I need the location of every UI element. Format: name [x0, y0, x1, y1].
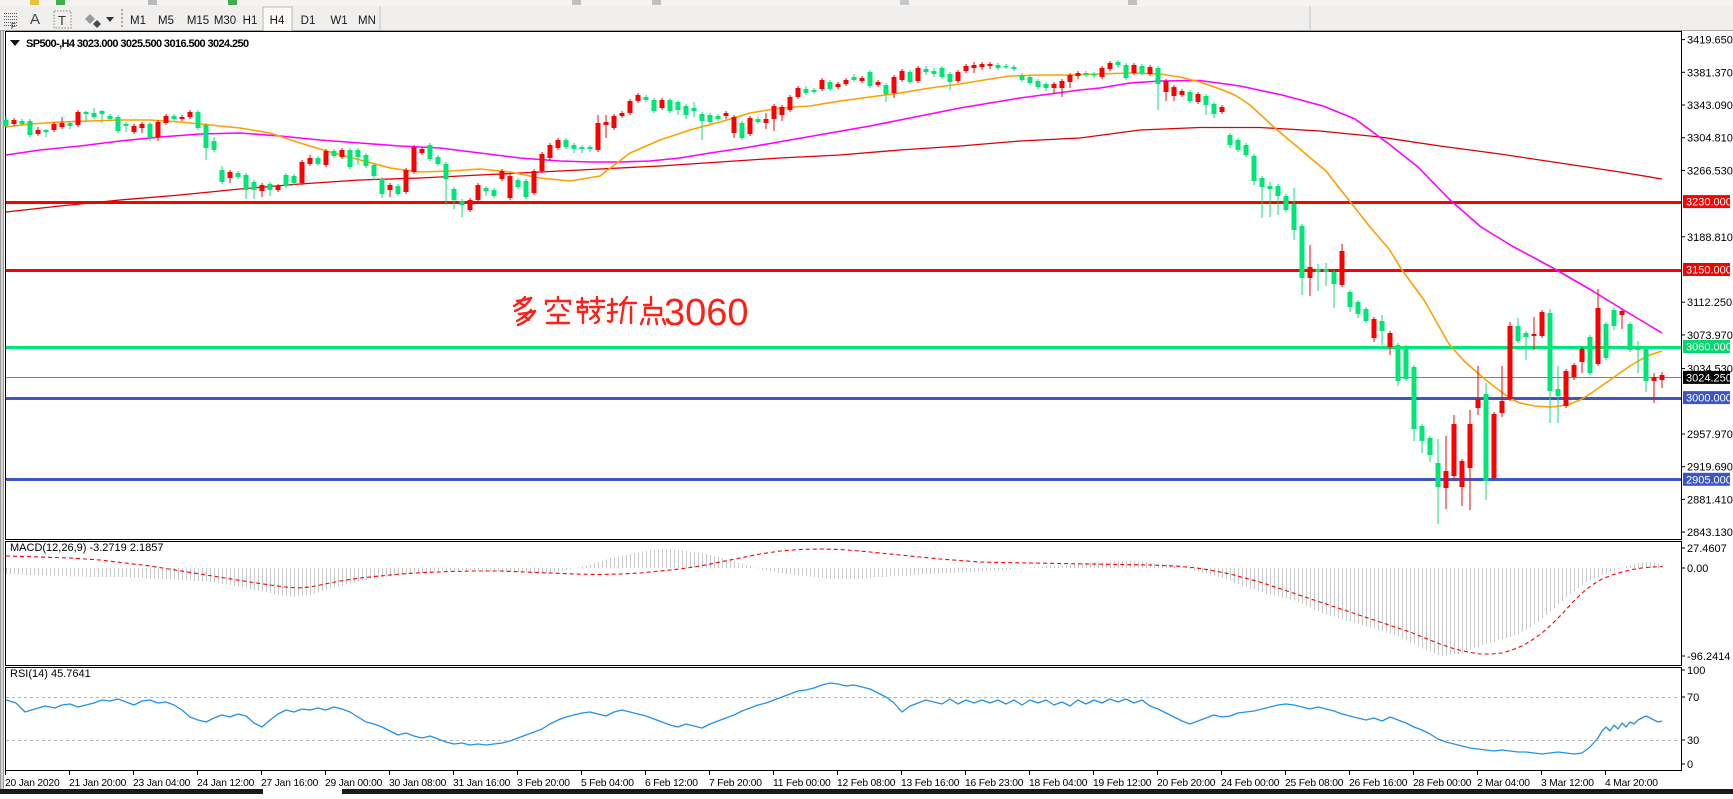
svg-text:M30: M30 — [214, 15, 236, 27]
svg-text:3024.250: 3024.250 — [1686, 372, 1732, 384]
svg-text:4 Mar 20:00: 4 Mar 20:00 — [1605, 778, 1658, 789]
svg-text:26 Feb 16:00: 26 Feb 16:00 — [1349, 778, 1408, 789]
svg-text:SP500-,H4 3023.000 3025.500 3: SP500-,H4 3023.000 3025.500 3016.500 302… — [26, 38, 249, 50]
svg-text:30: 30 — [1687, 735, 1699, 747]
svg-text:3000.000: 3000.000 — [1686, 393, 1732, 405]
svg-text:3060.000: 3060.000 — [1686, 342, 1732, 354]
svg-text:3343.090: 3343.090 — [1687, 100, 1733, 112]
svg-text:A: A — [30, 11, 40, 28]
svg-text:2 Mar 04:00: 2 Mar 04:00 — [1477, 778, 1530, 789]
svg-text:H4: H4 — [270, 15, 285, 27]
svg-text:25 Feb 08:00: 25 Feb 08:00 — [1285, 778, 1344, 789]
svg-text:20 Jan 2020: 20 Jan 2020 — [5, 778, 60, 789]
svg-text:3 Mar 12:00: 3 Mar 12:00 — [1541, 778, 1594, 789]
svg-text:27.4607: 27.4607 — [1687, 543, 1727, 555]
svg-text:20 Feb 20:00: 20 Feb 20:00 — [1157, 778, 1216, 789]
svg-text:M15: M15 — [187, 15, 209, 27]
svg-text:27 Jan 16:00: 27 Jan 16:00 — [261, 778, 319, 789]
svg-text:31 Jan 16:00: 31 Jan 16:00 — [453, 778, 511, 789]
svg-text:19 Feb 12:00: 19 Feb 12:00 — [1093, 778, 1152, 789]
svg-text:3304.810: 3304.810 — [1687, 133, 1733, 145]
svg-text:2843.130: 2843.130 — [1687, 527, 1733, 539]
svg-text:H1: H1 — [243, 15, 258, 27]
svg-text:70: 70 — [1687, 692, 1699, 704]
svg-text:28 Feb 00:00: 28 Feb 00:00 — [1413, 778, 1472, 789]
svg-text:0.00: 0.00 — [1687, 563, 1708, 575]
svg-text:100: 100 — [1687, 665, 1705, 677]
svg-text:-96.2414: -96.2414 — [1687, 651, 1730, 663]
svg-text:6 Feb 12:00: 6 Feb 12:00 — [645, 778, 698, 789]
svg-text:2957.970: 2957.970 — [1687, 429, 1733, 441]
svg-text:29 Jan 00:00: 29 Jan 00:00 — [325, 778, 383, 789]
svg-text:3060: 3060 — [664, 292, 749, 334]
svg-text:21 Jan 20:00: 21 Jan 20:00 — [69, 778, 127, 789]
svg-text:3419.650: 3419.650 — [1687, 35, 1733, 47]
svg-text:7 Feb 20:00: 7 Feb 20:00 — [709, 778, 762, 789]
svg-text:3230.000: 3230.000 — [1686, 197, 1732, 209]
svg-text:13 Feb 16:00: 13 Feb 16:00 — [901, 778, 960, 789]
svg-text:MACD(12,26,9) -3.2719 2.1857: MACD(12,26,9) -3.2719 2.1857 — [10, 542, 163, 554]
svg-text:18 Feb 04:00: 18 Feb 04:00 — [1029, 778, 1088, 789]
svg-text:M1: M1 — [130, 15, 146, 27]
svg-text:3381.370: 3381.370 — [1687, 67, 1733, 79]
svg-text:12 Feb 08:00: 12 Feb 08:00 — [837, 778, 896, 789]
svg-text:RSI(14) 45.7641: RSI(14) 45.7641 — [10, 668, 91, 680]
svg-text:3266.530: 3266.530 — [1687, 165, 1733, 177]
svg-text:3188.810: 3188.810 — [1687, 232, 1733, 244]
svg-text:5 Feb 04:00: 5 Feb 04:00 — [581, 778, 634, 789]
svg-text:D1: D1 — [301, 15, 316, 27]
svg-text:M5: M5 — [158, 15, 174, 27]
svg-text:3150.000: 3150.000 — [1686, 265, 1732, 277]
svg-text:F: F — [11, 22, 16, 31]
svg-text:3112.250: 3112.250 — [1687, 297, 1732, 309]
svg-text:3 Feb 20:00: 3 Feb 20:00 — [517, 778, 570, 789]
svg-text:30 Jan 08:00: 30 Jan 08:00 — [389, 778, 447, 789]
svg-text:24 Jan 12:00: 24 Jan 12:00 — [197, 778, 255, 789]
svg-text:2905.000: 2905.000 — [1686, 474, 1732, 486]
svg-text:11 Feb 00:00: 11 Feb 00:00 — [773, 778, 831, 789]
svg-text:MN: MN — [358, 15, 376, 27]
svg-text:16 Feb 23:00: 16 Feb 23:00 — [965, 778, 1024, 789]
svg-text:W1: W1 — [330, 15, 347, 27]
svg-text:2919.690: 2919.690 — [1687, 462, 1733, 474]
svg-text:0: 0 — [1687, 759, 1693, 771]
svg-text:2881.410: 2881.410 — [1687, 494, 1733, 506]
svg-text:23 Jan 04:00: 23 Jan 04:00 — [133, 778, 191, 789]
svg-text:24 Feb 00:00: 24 Feb 00:00 — [1221, 778, 1280, 789]
svg-text:T: T — [58, 13, 66, 28]
svg-text:3073.970: 3073.970 — [1687, 330, 1733, 342]
